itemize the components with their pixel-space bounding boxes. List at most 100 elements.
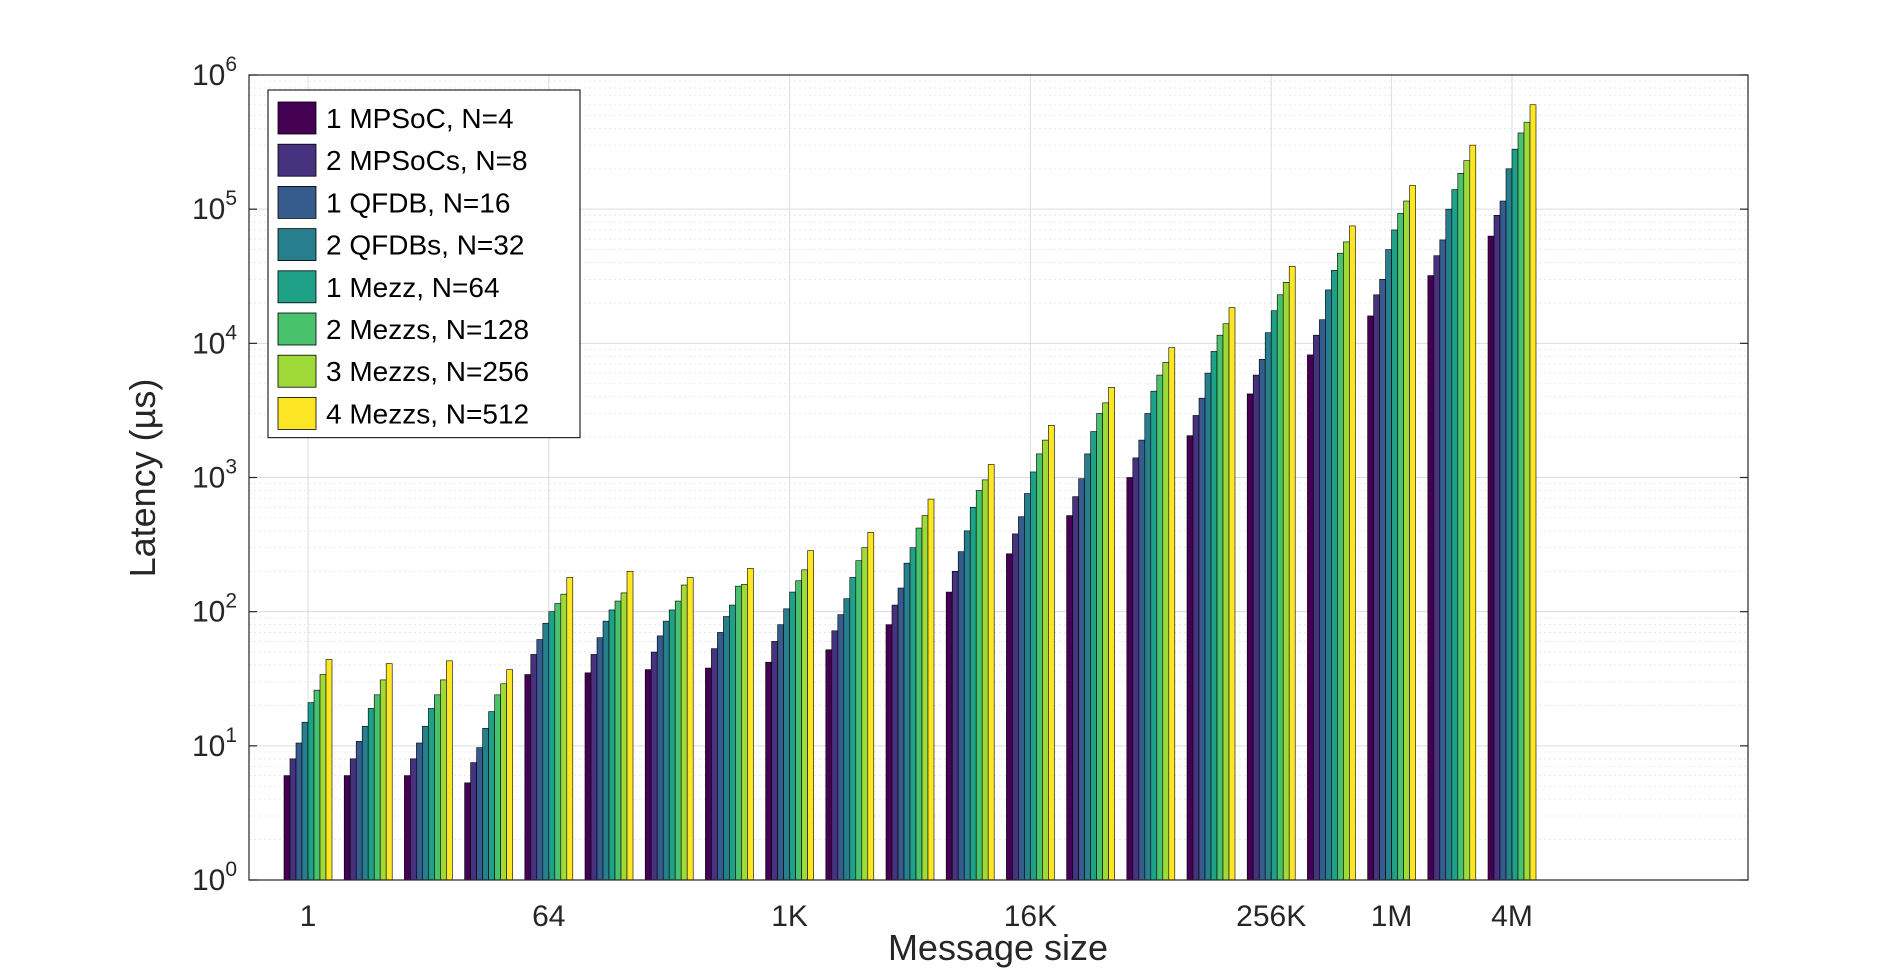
- bar: [1409, 185, 1416, 881]
- bar: [602, 620, 610, 881]
- bar: [1439, 239, 1447, 881]
- bar: [885, 624, 893, 881]
- y-tick-label: 101: [192, 724, 237, 763]
- bar: [349, 758, 357, 881]
- bar: [783, 608, 790, 881]
- bar: [1343, 241, 1350, 881]
- bar: [1499, 200, 1507, 881]
- bar: [1006, 553, 1013, 881]
- y-tick-label: 105: [192, 187, 237, 226]
- bar: [608, 609, 616, 881]
- bar: [1018, 516, 1025, 881]
- bar: [283, 775, 291, 881]
- bar: [1258, 359, 1266, 881]
- bar: [1036, 453, 1043, 881]
- bar: [801, 569, 808, 881]
- bar: [1048, 424, 1055, 881]
- bar: [410, 758, 417, 881]
- bar: [1162, 362, 1170, 881]
- bar: [536, 639, 544, 881]
- x-tick-label: 256K: [1236, 900, 1306, 933]
- bar: [1078, 478, 1085, 881]
- legend-label: 4 Mezzs, N=512: [326, 398, 529, 429]
- bar: [711, 648, 718, 881]
- bar: [945, 591, 953, 881]
- bar: [1252, 374, 1260, 881]
- y-tick-label: 103: [192, 456, 237, 495]
- bar: [891, 604, 899, 881]
- bar: [476, 747, 483, 881]
- bar: [735, 585, 742, 881]
- bar: [1523, 121, 1531, 881]
- bar: [921, 515, 929, 881]
- bar: [554, 603, 562, 881]
- bar: [1102, 402, 1109, 881]
- bar: [560, 593, 568, 881]
- bar: [1144, 413, 1152, 881]
- bar: [1192, 415, 1200, 881]
- bar: [367, 708, 375, 881]
- bar: [1445, 208, 1453, 881]
- bar: [1517, 132, 1525, 881]
- legend-label: 2 Mezzs, N=128: [326, 314, 529, 345]
- legend-swatch: [277, 101, 317, 135]
- bar: [1096, 413, 1103, 881]
- bar: [1313, 334, 1320, 881]
- bar: [897, 587, 905, 881]
- bar: [313, 689, 321, 881]
- bar: [1511, 148, 1519, 881]
- bar: [981, 479, 989, 881]
- legend-swatch: [277, 312, 317, 346]
- bar: [1307, 354, 1314, 881]
- bar: [542, 622, 550, 881]
- bar: [867, 532, 875, 881]
- legend-swatch: [277, 228, 317, 262]
- bar: [650, 651, 658, 881]
- bar: [506, 669, 513, 881]
- bar: [680, 584, 688, 881]
- bar: [789, 591, 796, 881]
- bar: [1337, 252, 1344, 881]
- bar: [987, 464, 995, 881]
- legend-label: 1 MPSoC, N=4: [326, 103, 514, 134]
- bar: [1228, 307, 1236, 881]
- bar: [1150, 390, 1158, 881]
- bar: [1198, 397, 1206, 881]
- x-tick-label: 1K: [771, 900, 808, 933]
- legend-box: [267, 89, 581, 439]
- bar: [1391, 229, 1398, 881]
- legend-swatch: [277, 185, 317, 219]
- bar: [1367, 315, 1374, 881]
- bar: [686, 577, 694, 881]
- bar: [1319, 319, 1326, 881]
- bar: [620, 592, 628, 881]
- bar: [849, 577, 857, 881]
- bar: [1469, 144, 1477, 881]
- bar: [1325, 289, 1332, 881]
- bar: [1216, 334, 1224, 881]
- bar: [825, 649, 833, 881]
- bar: [488, 711, 495, 881]
- legend-label: 3 Mezzs, N=256: [326, 356, 529, 387]
- bar: [530, 654, 538, 881]
- x-axis-ticks: 1 64 1K 16K 256K 1M 4M: [300, 872, 1533, 933]
- bar: [765, 661, 772, 881]
- bar: [319, 674, 327, 881]
- bar: [446, 660, 453, 881]
- legend-label: 2 QFDBs, N=32: [326, 230, 524, 261]
- bar: [1186, 435, 1194, 881]
- bar: [428, 708, 435, 881]
- bar: [295, 742, 303, 881]
- bar: [1246, 393, 1254, 881]
- bar: [301, 721, 309, 881]
- bar: [662, 620, 670, 881]
- bar: [1385, 249, 1392, 881]
- bar: [1138, 439, 1146, 881]
- bar: [596, 637, 604, 881]
- bar: [566, 577, 574, 881]
- bar: [855, 560, 863, 881]
- bar: [1379, 279, 1386, 881]
- bar: [614, 600, 622, 881]
- bar: [1270, 310, 1278, 881]
- bar: [1451, 189, 1459, 881]
